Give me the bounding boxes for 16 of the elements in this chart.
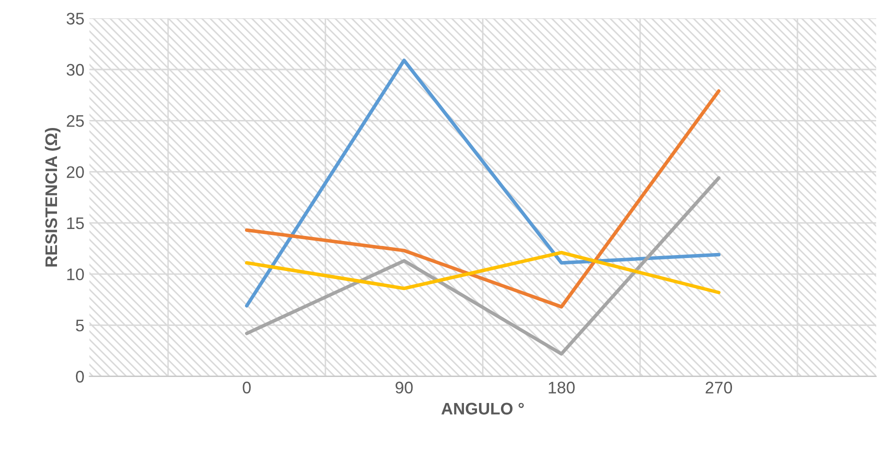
y-tick-label: 0 — [76, 370, 84, 383]
y-tick-label: 35 — [66, 12, 84, 25]
x-tick-label: 180 — [548, 382, 575, 394]
y-axis-title: RESISTENCIA (Ω) — [44, 128, 60, 267]
y-tick-label: 5 — [76, 320, 84, 332]
line-series — [245, 176, 721, 356]
y-tick-label: 10 — [67, 268, 84, 280]
y-tick-label: 20 — [66, 166, 84, 178]
x-axis-title: ANGULO ° — [441, 402, 524, 415]
x-tick-label: 270 — [706, 382, 732, 394]
y-tick-label: 25 — [66, 115, 84, 127]
x-tick-label: 90 — [396, 382, 413, 394]
y-tick-label: 15 — [67, 218, 84, 230]
line-series — [245, 250, 721, 294]
x-tick-label: 0 — [242, 382, 251, 394]
y-tick-label: 30 — [66, 64, 84, 76]
